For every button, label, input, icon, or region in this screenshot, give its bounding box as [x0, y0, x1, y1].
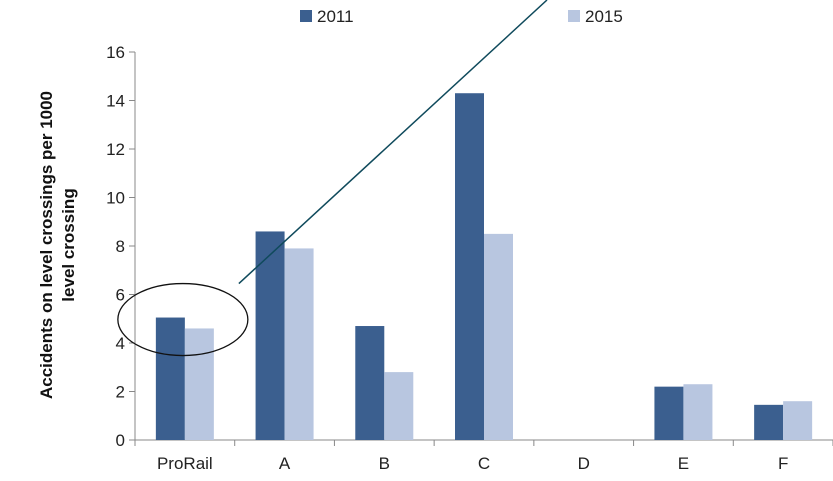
y-tick-label: 4 — [116, 334, 125, 353]
bar-2011-B — [355, 326, 385, 440]
legend-swatch-2015 — [568, 10, 580, 22]
annotation — [117, 0, 548, 357]
x-tick-label: C — [478, 454, 490, 473]
bar-2011-E — [654, 386, 684, 440]
bar-2015-C — [484, 233, 513, 440]
y-tick-label: 16 — [106, 43, 125, 62]
x-tick-label: B — [379, 454, 390, 473]
y-tick-label: 14 — [106, 92, 125, 111]
x-tick-label: D — [578, 454, 590, 473]
bar-2015-E — [683, 384, 713, 440]
x-tick-label: F — [778, 454, 788, 473]
annotation-ellipse — [117, 282, 249, 357]
y-axis: 0 2 4 6 8 10 12 14 16 — [106, 43, 136, 450]
x-tick-label: A — [279, 454, 291, 473]
y-axis-title: Accidents on level crossings per 1000 le… — [37, 91, 78, 399]
y-tick-label: 12 — [106, 140, 125, 159]
legend-label-2015: 2015 — [585, 7, 623, 26]
y-tick-label: 2 — [116, 383, 125, 402]
bars — [155, 93, 813, 440]
y-axis-title-line-2: level crossing — [59, 188, 78, 301]
bar-2015-F — [783, 401, 813, 440]
annotation-line — [238, 0, 548, 285]
bar-2015-B — [384, 372, 414, 440]
legend: 2011 2015 — [300, 7, 623, 26]
legend-label-2011: 2011 — [317, 7, 354, 26]
y-tick-label: 0 — [116, 431, 125, 450]
bar-2011-F — [754, 404, 784, 440]
x-tick-label: E — [678, 454, 689, 473]
bar-2015-ProRail — [184, 328, 214, 440]
y-tick-label: 10 — [106, 189, 125, 208]
bar-2011-C — [455, 93, 484, 440]
y-tick-label: 8 — [116, 237, 125, 256]
x-tick-label: ProRail — [157, 454, 213, 473]
y-tick-label: 6 — [116, 286, 125, 305]
bar-2015-A — [284, 248, 314, 440]
legend-swatch-2011 — [300, 10, 312, 22]
bar-2011-ProRail — [155, 317, 185, 440]
bar-2011-A — [255, 231, 285, 440]
y-axis-title-line-1: Accidents on level crossings per 1000 — [37, 91, 56, 399]
x-axis: ProRail A B C D E F — [134, 439, 833, 473]
